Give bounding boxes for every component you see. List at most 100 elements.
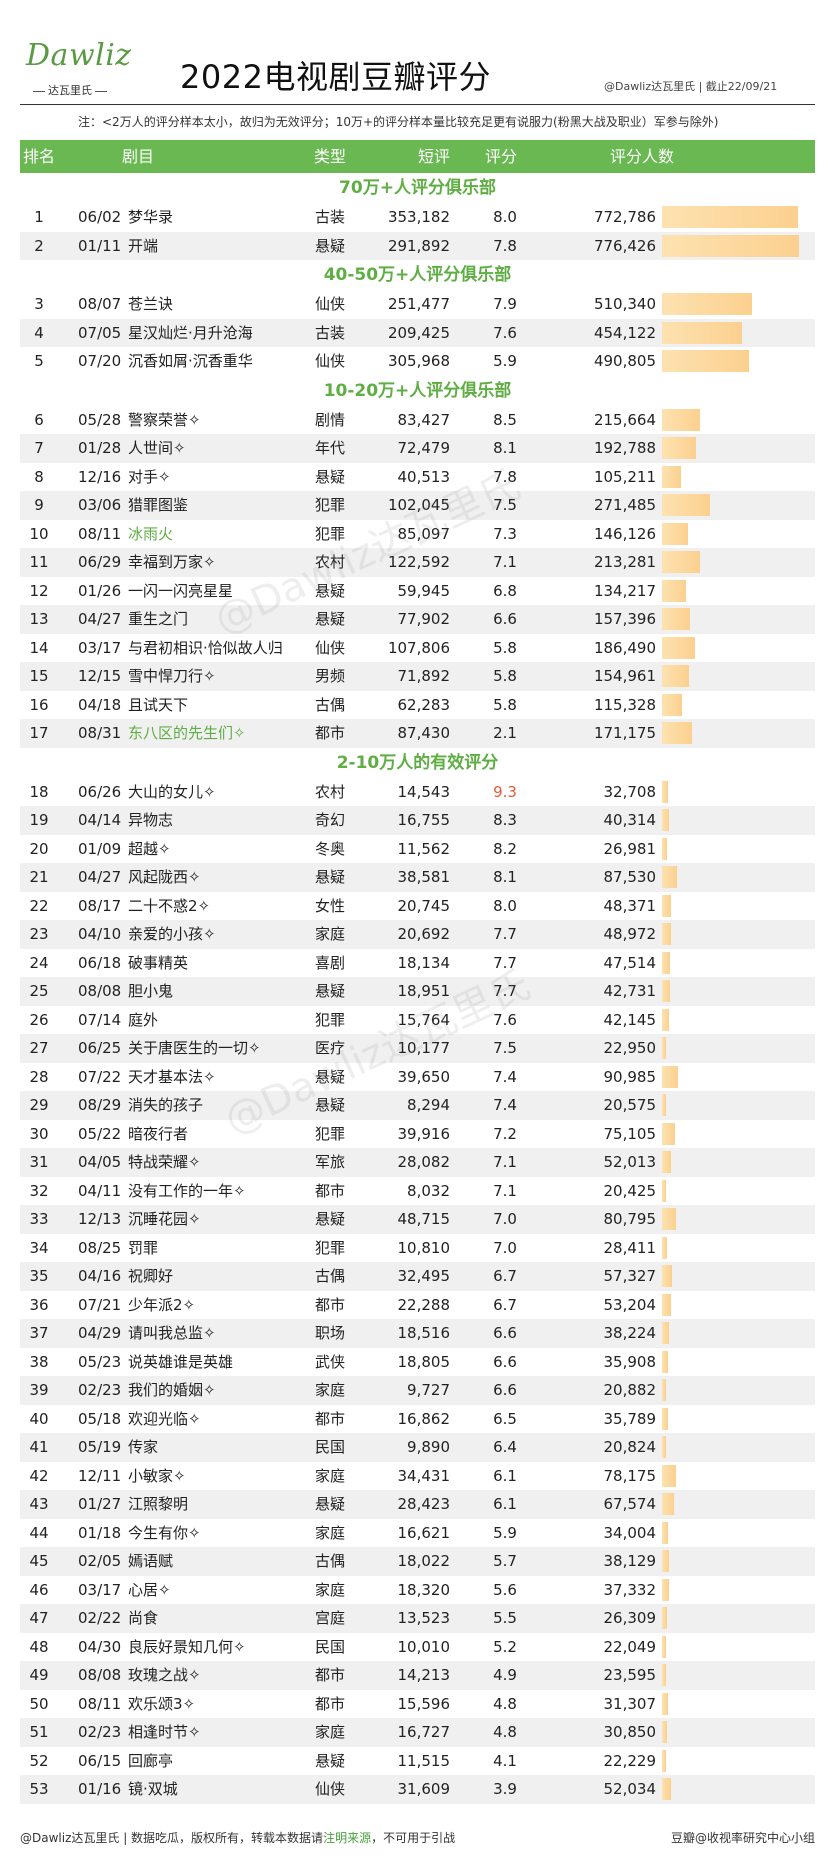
raters-bar-cell <box>662 548 812 577</box>
raters-bar <box>662 1008 670 1031</box>
date-cell: 04/18 <box>78 695 122 714</box>
score-cell: 7.0 <box>493 1238 517 1257</box>
rank-cell: 35 <box>29 1267 49 1285</box>
rank-cell: 40 <box>29 1409 49 1428</box>
rank-cell: 22 <box>29 896 49 915</box>
type-cell: 武侠 <box>314 1352 345 1371</box>
date-cell: 08/08 <box>78 1666 122 1684</box>
short-review-cell: 9,890 <box>407 1438 450 1456</box>
short-review-cell: 59,945 <box>397 581 451 600</box>
table-row: 51 02/23 相逢时节✧ 家庭 16,727 4.8 30,850 <box>20 1718 815 1747</box>
note-text: 注：<2万人的评分样本太小，故归为无效评分；10万+的评分样本量比较充足更有说服… <box>78 115 719 129</box>
type-cell: 犯罪 <box>314 1238 345 1257</box>
name-cell: 欢迎光临✧ <box>128 1409 201 1428</box>
short-review-cell: 18,516 <box>397 1324 451 1342</box>
raters-bar <box>662 809 670 831</box>
table-row: 52 06/15 回廊亭 悬疑 11,515 4.1 22,229 <box>20 1747 815 1776</box>
rank-cell: 27 <box>29 1039 49 1057</box>
score-cell: 6.6 <box>493 1352 517 1371</box>
date-cell: 05/28 <box>78 410 122 429</box>
raters-bar <box>662 1037 667 1059</box>
short-review-cell: 16,621 <box>397 1523 451 1542</box>
raters-bar <box>662 1550 669 1572</box>
raters-bar-cell <box>662 1690 812 1719</box>
rank-cell: 51 <box>29 1723 49 1741</box>
rank-cell: 31 <box>29 1153 49 1171</box>
footer-left: @Dawliz达瓦里氏 | 数据吃瓜，版权所有，转载本数据请注明来源，不可用于引… <box>20 1829 455 1846</box>
score-cell: 5.7 <box>493 1552 517 1570</box>
raters-bar-cell <box>662 1262 812 1291</box>
name-cell: 欢乐颂3✧ <box>128 1694 196 1713</box>
short-review-cell: 22,288 <box>397 1295 451 1314</box>
table-row: 11 06/29 幸福到万家✧ 农村 122,592 7.1 213,281 <box>20 548 815 577</box>
raters-cell: 20,824 <box>603 1438 657 1456</box>
date-cell: 12/11 <box>78 1466 122 1485</box>
short-review-cell: 102,045 <box>387 496 450 514</box>
raters-cell: 213,281 <box>593 553 656 571</box>
raters-cell: 35,789 <box>603 1409 657 1428</box>
table-row: 44 01/18 今生有你✧ 家庭 16,621 5.9 34,004 <box>20 1519 815 1548</box>
table-row: 29 08/29 消失的孩子 悬疑 8,294 7.4 20,575 <box>20 1091 815 1120</box>
raters-bar <box>662 837 667 860</box>
rank-cell: 38 <box>29 1352 49 1371</box>
section-title: 70万+人评分俱乐部 <box>339 178 496 198</box>
raters-bar <box>662 1721 668 1743</box>
raters-bar-cell <box>662 1291 812 1320</box>
raters-cell: 80,795 <box>603 1210 657 1228</box>
raters-bar-cell <box>662 1063 812 1092</box>
table-row: 18 06/26 大山的女儿✧ 农村 14,543 9.3 32,708 <box>20 778 815 807</box>
rank-cell: 42 <box>29 1466 49 1485</box>
short-review-cell: 16,727 <box>397 1723 451 1741</box>
table-row: 9 03/06 猎罪图鉴 犯罪 102,045 7.5 271,485 <box>20 491 815 520</box>
date-cell: 06/25 <box>78 1039 122 1057</box>
table-row: 45 02/05 嫣语赋 古偶 18,022 5.7 38,129 <box>20 1547 815 1576</box>
header: Dawliz 达瓦里氏 2022电视剧豆瓣评分 @Dawliz达瓦里氏 | 截止… <box>0 0 835 100</box>
table-row: 1 06/02 梦华录 古装 353,182 8.0 772,786 <box>20 203 815 232</box>
date-cell: 04/16 <box>78 1267 122 1285</box>
date-cell: 08/11 <box>78 524 122 543</box>
table-row: 7 01/28 人世间✧ 年代 72,479 8.1 192,788 <box>20 434 815 463</box>
short-review-cell: 85,097 <box>397 524 451 543</box>
footer-highlight: 注明来源 <box>323 1831 372 1845</box>
header-type: 类型 <box>313 147 346 166</box>
table-row: 40 05/18 欢迎光临✧ 都市 16,862 6.5 35,789 <box>20 1405 815 1434</box>
type-cell: 犯罪 <box>314 1010 345 1029</box>
table-row: 23 04/10 亲爱的小孩✧ 家庭 20,692 7.7 48,972 <box>20 920 815 949</box>
short-review-cell: 18,805 <box>397 1352 451 1371</box>
name-cell: 警察荣誉✧ <box>128 410 201 429</box>
short-review-cell: 14,213 <box>397 1666 451 1684</box>
raters-bar-cell <box>662 434 812 463</box>
table-row: 6 05/28 警察荣誉✧ 剧情 83,427 8.5 215,664 <box>20 406 815 435</box>
raters-cell: 26,309 <box>603 1609 657 1627</box>
date-cell: 08/29 <box>78 1096 122 1114</box>
type-cell: 职场 <box>314 1324 345 1342</box>
short-review-cell: 10,177 <box>397 1039 451 1057</box>
raters-bar <box>662 551 700 573</box>
raters-cell: 35,908 <box>603 1352 657 1371</box>
date-cell: 08/11 <box>78 1694 122 1713</box>
raters-cell: 34,004 <box>603 1523 657 1542</box>
rank-cell: 52 <box>29 1751 49 1770</box>
score-cell: 7.1 <box>493 553 517 571</box>
score-cell: 6.7 <box>493 1267 517 1285</box>
table-row: 32 04/11 没有工作的一年✧ 都市 8,032 7.1 20,425 <box>20 1177 815 1206</box>
table-row: 46 03/17 心居✧ 家庭 18,320 5.6 37,332 <box>20 1576 815 1605</box>
short-review-cell: 10,810 <box>397 1238 451 1257</box>
table-row: 4 07/05 星汉灿烂·月升沧海 古装 209,425 7.6 454,122 <box>20 318 815 347</box>
raters-bar-cell <box>662 1205 812 1234</box>
brand-logo: Dawliz 达瓦里氏 <box>22 38 131 100</box>
score-cell: 7.1 <box>493 1153 517 1171</box>
score-cell: 5.5 <box>493 1609 517 1627</box>
table-row: 38 05/23 说英雄谁是英雄 武侠 18,805 6.6 35,908 <box>20 1348 815 1377</box>
name-cell: 异物志 <box>128 811 174 829</box>
raters-bar-cell <box>662 1234 812 1263</box>
raters-bar <box>662 636 695 659</box>
date-cell: 05/19 <box>78 1438 122 1456</box>
raters-bar <box>662 780 668 803</box>
ratings-table: 排名 剧目 类型 短评 评分 评分人数 70万+人评分俱乐部 1 06/02 梦华录古… <box>20 140 815 1804</box>
rank-cell: 46 <box>29 1580 49 1599</box>
raters-cell: 48,972 <box>603 925 657 943</box>
table-row: 20 01/09 超越✧ 冬奥 11,562 8.2 26,981 <box>20 835 815 864</box>
raters-bar <box>662 866 678 888</box>
score-cell: 8.3 <box>493 811 517 829</box>
